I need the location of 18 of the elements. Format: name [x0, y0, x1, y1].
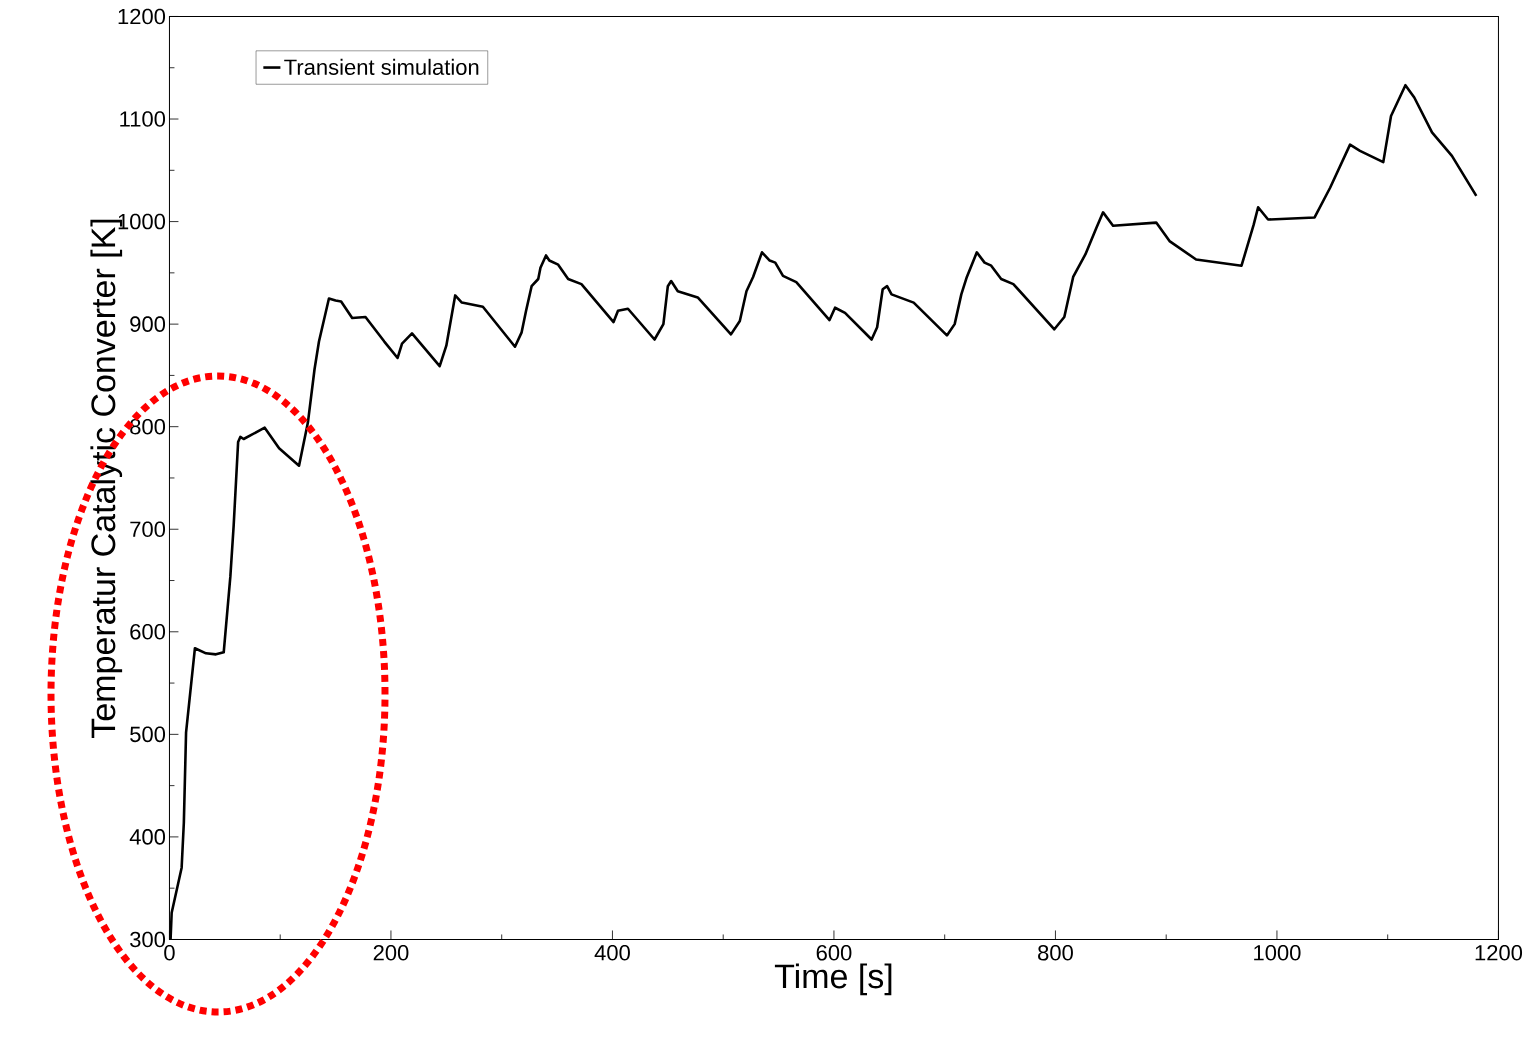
y-tick-label: 300	[130, 931, 166, 948]
y-tick-label: 800	[130, 418, 166, 435]
x-tick-label: 200	[373, 944, 409, 961]
x-tick-label: 800	[1038, 944, 1073, 961]
y-tick-label: 400	[129, 829, 166, 845]
x-tick-label: 1200	[1475, 944, 1523, 961]
x-tick-label: 600	[816, 944, 852, 961]
x-tick-label: 1000	[1254, 944, 1301, 961]
y-tick-label: 900	[130, 316, 166, 332]
x-tick-label: 0	[164, 944, 175, 961]
x-tick-label: 400	[594, 944, 630, 961]
y-tick-label: 700	[130, 521, 166, 538]
legend-label: Transient simulation	[284, 58, 479, 75]
y-tick-label: 1200	[118, 8, 166, 25]
y-tick-label: 600	[130, 624, 166, 640]
x-axis-title: Time [s]	[774, 963, 892, 996]
y-tick-label: 1100	[120, 111, 166, 127]
y-tick-label: 500	[130, 726, 166, 743]
